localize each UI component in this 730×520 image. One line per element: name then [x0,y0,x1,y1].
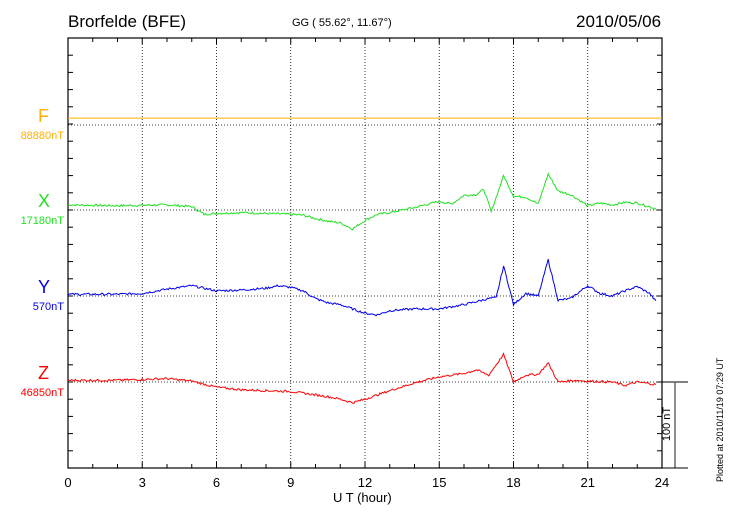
series-name-x: X [38,191,51,211]
x-axis-label: U T (hour) [333,490,392,505]
x-tick-label: 21 [581,475,595,490]
chart-date: 2010/05/06 [576,12,662,31]
series-line-y [67,258,657,317]
series-baseline-z: 46850nT [20,387,64,399]
plot-frame [67,37,663,469]
x-tick-label: 6 [213,475,220,490]
x-tick-label: 24 [655,475,669,490]
plotted-at-footer: Plotted at 2010/11/19 07:29 UT [715,357,725,482]
series-baseline-f: 88880nT [20,130,64,142]
series-line-x [67,172,657,231]
x-tick-label: 15 [432,475,446,490]
x-tick-label: 12 [358,475,372,490]
scale-bar-label: 100 nT [661,406,674,442]
x-tick-label: 3 [139,475,146,490]
chart-subtitle: GG ( 55.62°, 11.67°) [292,17,392,29]
series-baseline-x: 17180nT [20,215,64,227]
series-name-z: Z [38,363,49,383]
series-name-y: Y [38,277,51,297]
x-tick-label: 0 [64,475,71,490]
series-baseline-y: 570nT [32,301,64,313]
series-name-f: F [38,106,49,126]
chart-title: Brorfelde (BFE) [68,12,187,31]
series-line-z [67,352,657,404]
x-tick-label: 9 [287,475,294,490]
x-tick-label: 18 [506,475,520,490]
